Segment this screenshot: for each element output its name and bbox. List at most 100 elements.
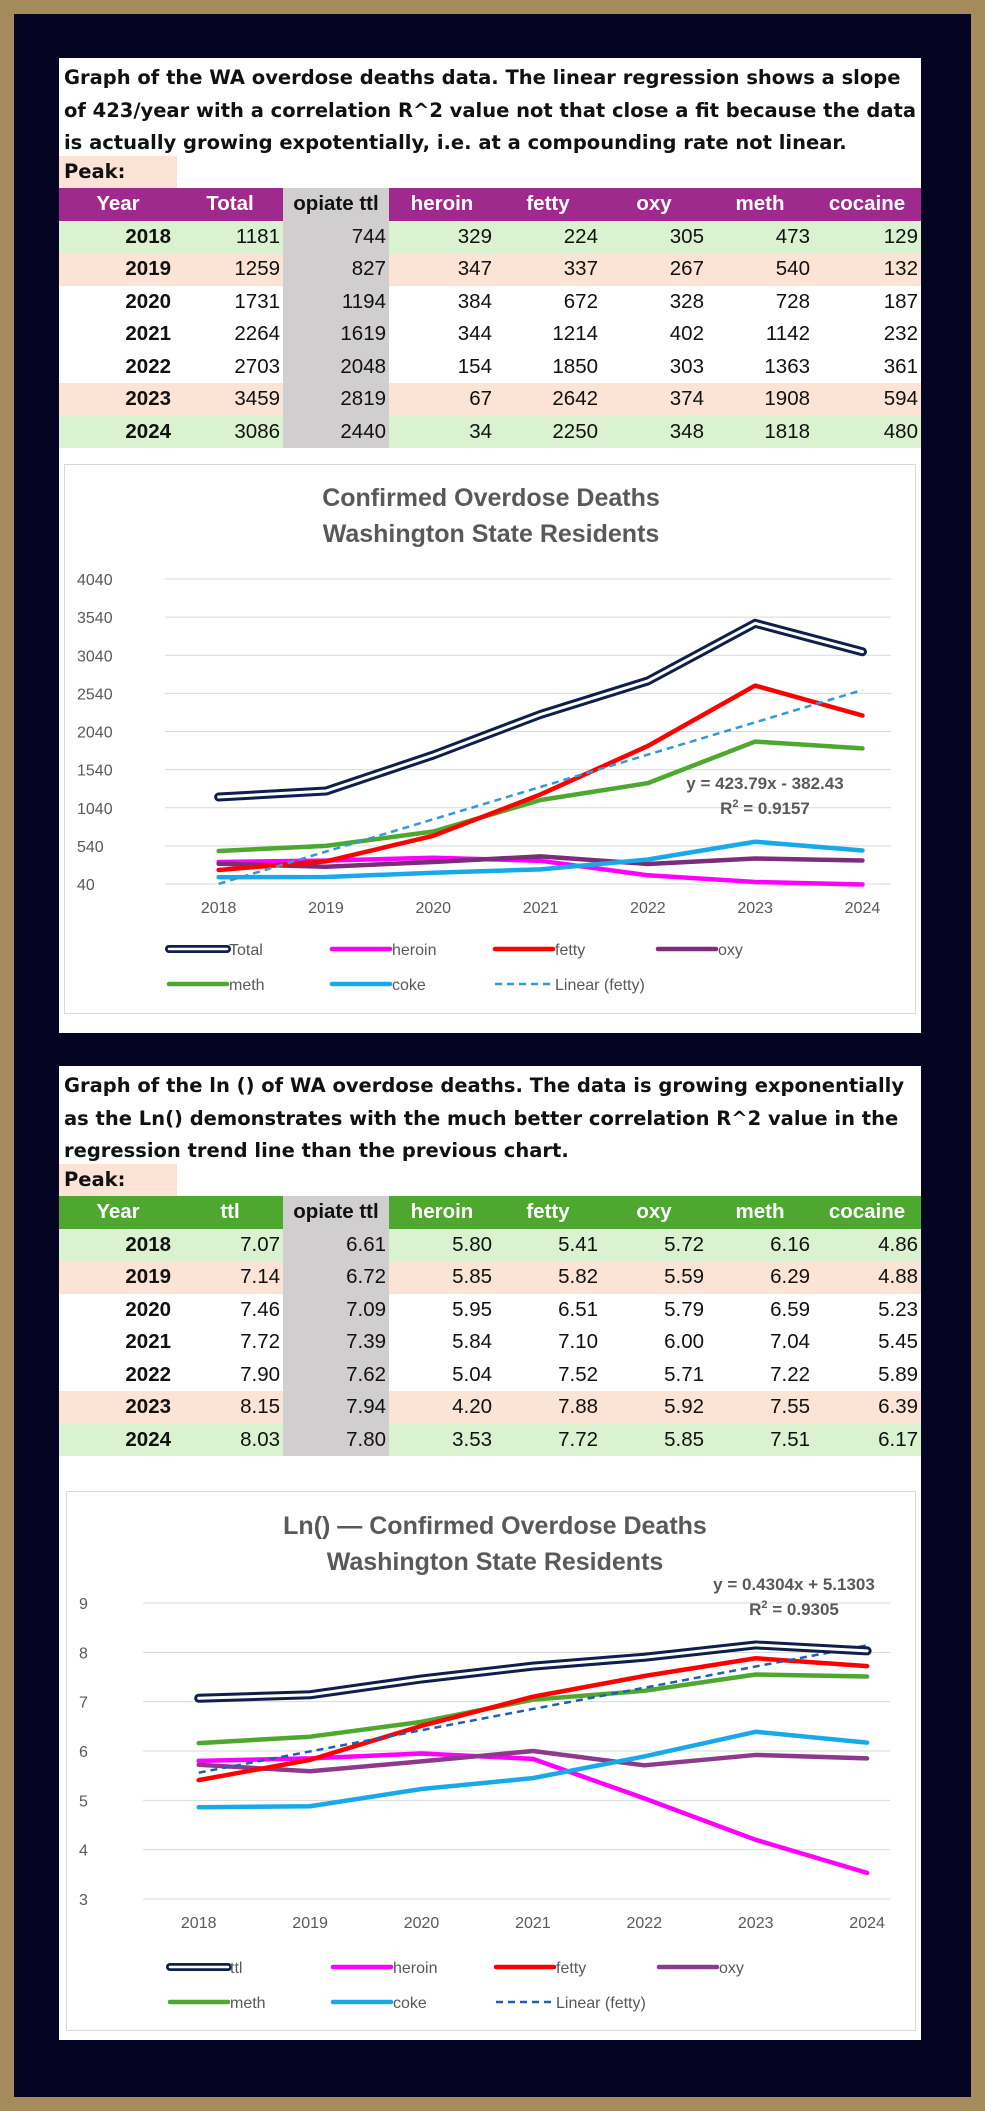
column-header: heroin [389, 1196, 495, 1229]
table-cell: 348 [601, 415, 707, 448]
table-cell: 224 [495, 220, 601, 253]
table-cell: 5.85 [601, 1423, 707, 1456]
y-tick-label: 7 [79, 1695, 88, 1712]
year-cell: 2018 [59, 1228, 177, 1261]
legend-label: Total [229, 942, 263, 959]
table-cell: 6.29 [707, 1261, 813, 1294]
table-cell: 347 [389, 253, 495, 286]
y-tick-label: 2540 [77, 686, 113, 703]
table-cell: 6.51 [495, 1293, 601, 1326]
table-header-row: Year ttl opiate ttl heroin fetty oxy meth cocai… [59, 1196, 921, 1229]
table-row: 2019 1259 827 347 337 267 540 132 [59, 253, 921, 286]
table-cell: 5.85 [389, 1261, 495, 1294]
series-line-fetty [216, 683, 865, 873]
table-cell: 1619 [283, 318, 389, 351]
table-cell: 5.79 [601, 1293, 707, 1326]
table-cell: 7.80 [283, 1423, 389, 1456]
y-tick-label: 4 [79, 1843, 88, 1860]
year-cell: 2023 [59, 383, 177, 416]
legend-entry: heroin [330, 1960, 437, 1977]
peak-label: Peak: [59, 1164, 177, 1196]
table-cell: 34 [389, 415, 495, 448]
table-cell: 5.59 [601, 1261, 707, 1294]
table-cell: 5.45 [813, 1326, 921, 1359]
table-cell: 7.09 [283, 1293, 389, 1326]
table-row: 2018 7.07 6.61 5.80 5.41 5.72 6.16 4.86 [59, 1228, 921, 1261]
legend-entry: Total [165, 942, 263, 959]
r2-superscript: 2 [732, 798, 738, 810]
year-cell: 2018 [59, 220, 177, 253]
x-tick-label: 2022 [630, 900, 666, 917]
table-cell: 1259 [177, 253, 283, 286]
y-tick-label: 540 [77, 839, 104, 856]
table-cell: 384 [389, 285, 495, 318]
table-cell: 5.71 [601, 1358, 707, 1391]
r2-prefix: R [720, 799, 732, 818]
chart-container: Confirmed Overdose Deaths Washington Stat… [64, 464, 916, 1014]
table-cell: 7.39 [283, 1326, 389, 1359]
legend-label: fetty [555, 942, 585, 959]
series-line-meth [196, 1672, 870, 1746]
table-cell: 374 [601, 383, 707, 416]
x-tick-label: 2018 [201, 900, 237, 917]
column-header: fetty [495, 188, 601, 221]
table-cell: 728 [707, 285, 813, 318]
year-cell: 2022 [59, 350, 177, 383]
table-cell: 7.72 [177, 1326, 283, 1359]
legend-entry: heroin [329, 942, 436, 959]
table-row: 2022 7.90 7.62 5.04 7.52 5.71 7.22 5.89 [59, 1358, 921, 1391]
table-cell: 2440 [283, 415, 389, 448]
series-line-oxy [216, 854, 865, 869]
table-cell: 5.04 [389, 1358, 495, 1391]
r-squared-label: R2 = 0.9157 [720, 798, 810, 818]
r2-value: = 0.9305 [768, 1600, 839, 1619]
column-header: fetty [495, 1196, 601, 1229]
table-cell: 132 [813, 253, 921, 286]
year-cell: 2019 [59, 253, 177, 286]
table-cell: 328 [601, 285, 707, 318]
table-cell: 827 [283, 253, 389, 286]
trendline-equation: y = 0.4304x + 5.1303 [713, 1575, 875, 1594]
legend-entry: fetty [493, 1960, 586, 1977]
legend-label: heroin [393, 1960, 437, 1977]
year-cell: 2021 [59, 1326, 177, 1359]
table-cell: 2703 [177, 350, 283, 383]
legend-entry: ttl [166, 1960, 242, 1977]
x-tick-label: 2022 [627, 1915, 663, 1932]
table-cell: 154 [389, 350, 495, 383]
legend-entry: coke [330, 1995, 427, 2012]
table-cell: 7.62 [283, 1358, 389, 1391]
table-cell: 6.00 [601, 1326, 707, 1359]
column-header: cocaine [813, 188, 921, 221]
trendline-equation: y = 423.79x - 382.43 [686, 774, 843, 793]
table-row: 2024 8.03 7.80 3.53 7.72 5.85 7.51 6.17 [59, 1423, 921, 1456]
table-cell: 5.23 [813, 1293, 921, 1326]
table-cell: 5.89 [813, 1358, 921, 1391]
table-cell: 6.39 [813, 1391, 921, 1424]
table-cell: 7.04 [707, 1326, 813, 1359]
table-cell: 4.20 [389, 1391, 495, 1424]
table-cell: 7.90 [177, 1358, 283, 1391]
table-row: 2024 3086 2440 34 2250 348 1818 480 [59, 415, 921, 448]
x-tick-label: 2023 [737, 900, 773, 917]
legend-label: fetty [556, 1960, 586, 1977]
table-row: 2022 2703 2048 154 1850 303 1363 361 [59, 350, 921, 383]
intro-text: Graph of the ln () of WA overdose deaths… [64, 1074, 905, 1162]
r2-value: = 0.9157 [739, 799, 810, 818]
legend-label: oxy [718, 942, 743, 959]
y-tick-label: 40 [77, 877, 95, 894]
series-line-coke [196, 1729, 870, 1810]
table-cell: 7.72 [495, 1423, 601, 1456]
column-header: heroin [389, 188, 495, 221]
y-tick-label: 1540 [77, 763, 113, 780]
x-tick-label: 2019 [308, 900, 344, 917]
table-cell: 337 [495, 253, 601, 286]
legend-label: meth [230, 1995, 266, 2012]
line-chart: Confirmed Overdose Deaths Washington Stat… [77, 484, 891, 994]
table-cell: 3086 [177, 415, 283, 448]
column-header: opiate ttl [283, 1196, 389, 1229]
column-header: oxy [601, 188, 707, 221]
table-cell: 3.53 [389, 1423, 495, 1456]
r2-prefix: R [749, 1600, 761, 1619]
table-row: 2020 1731 1194 384 672 328 728 187 [59, 285, 921, 318]
